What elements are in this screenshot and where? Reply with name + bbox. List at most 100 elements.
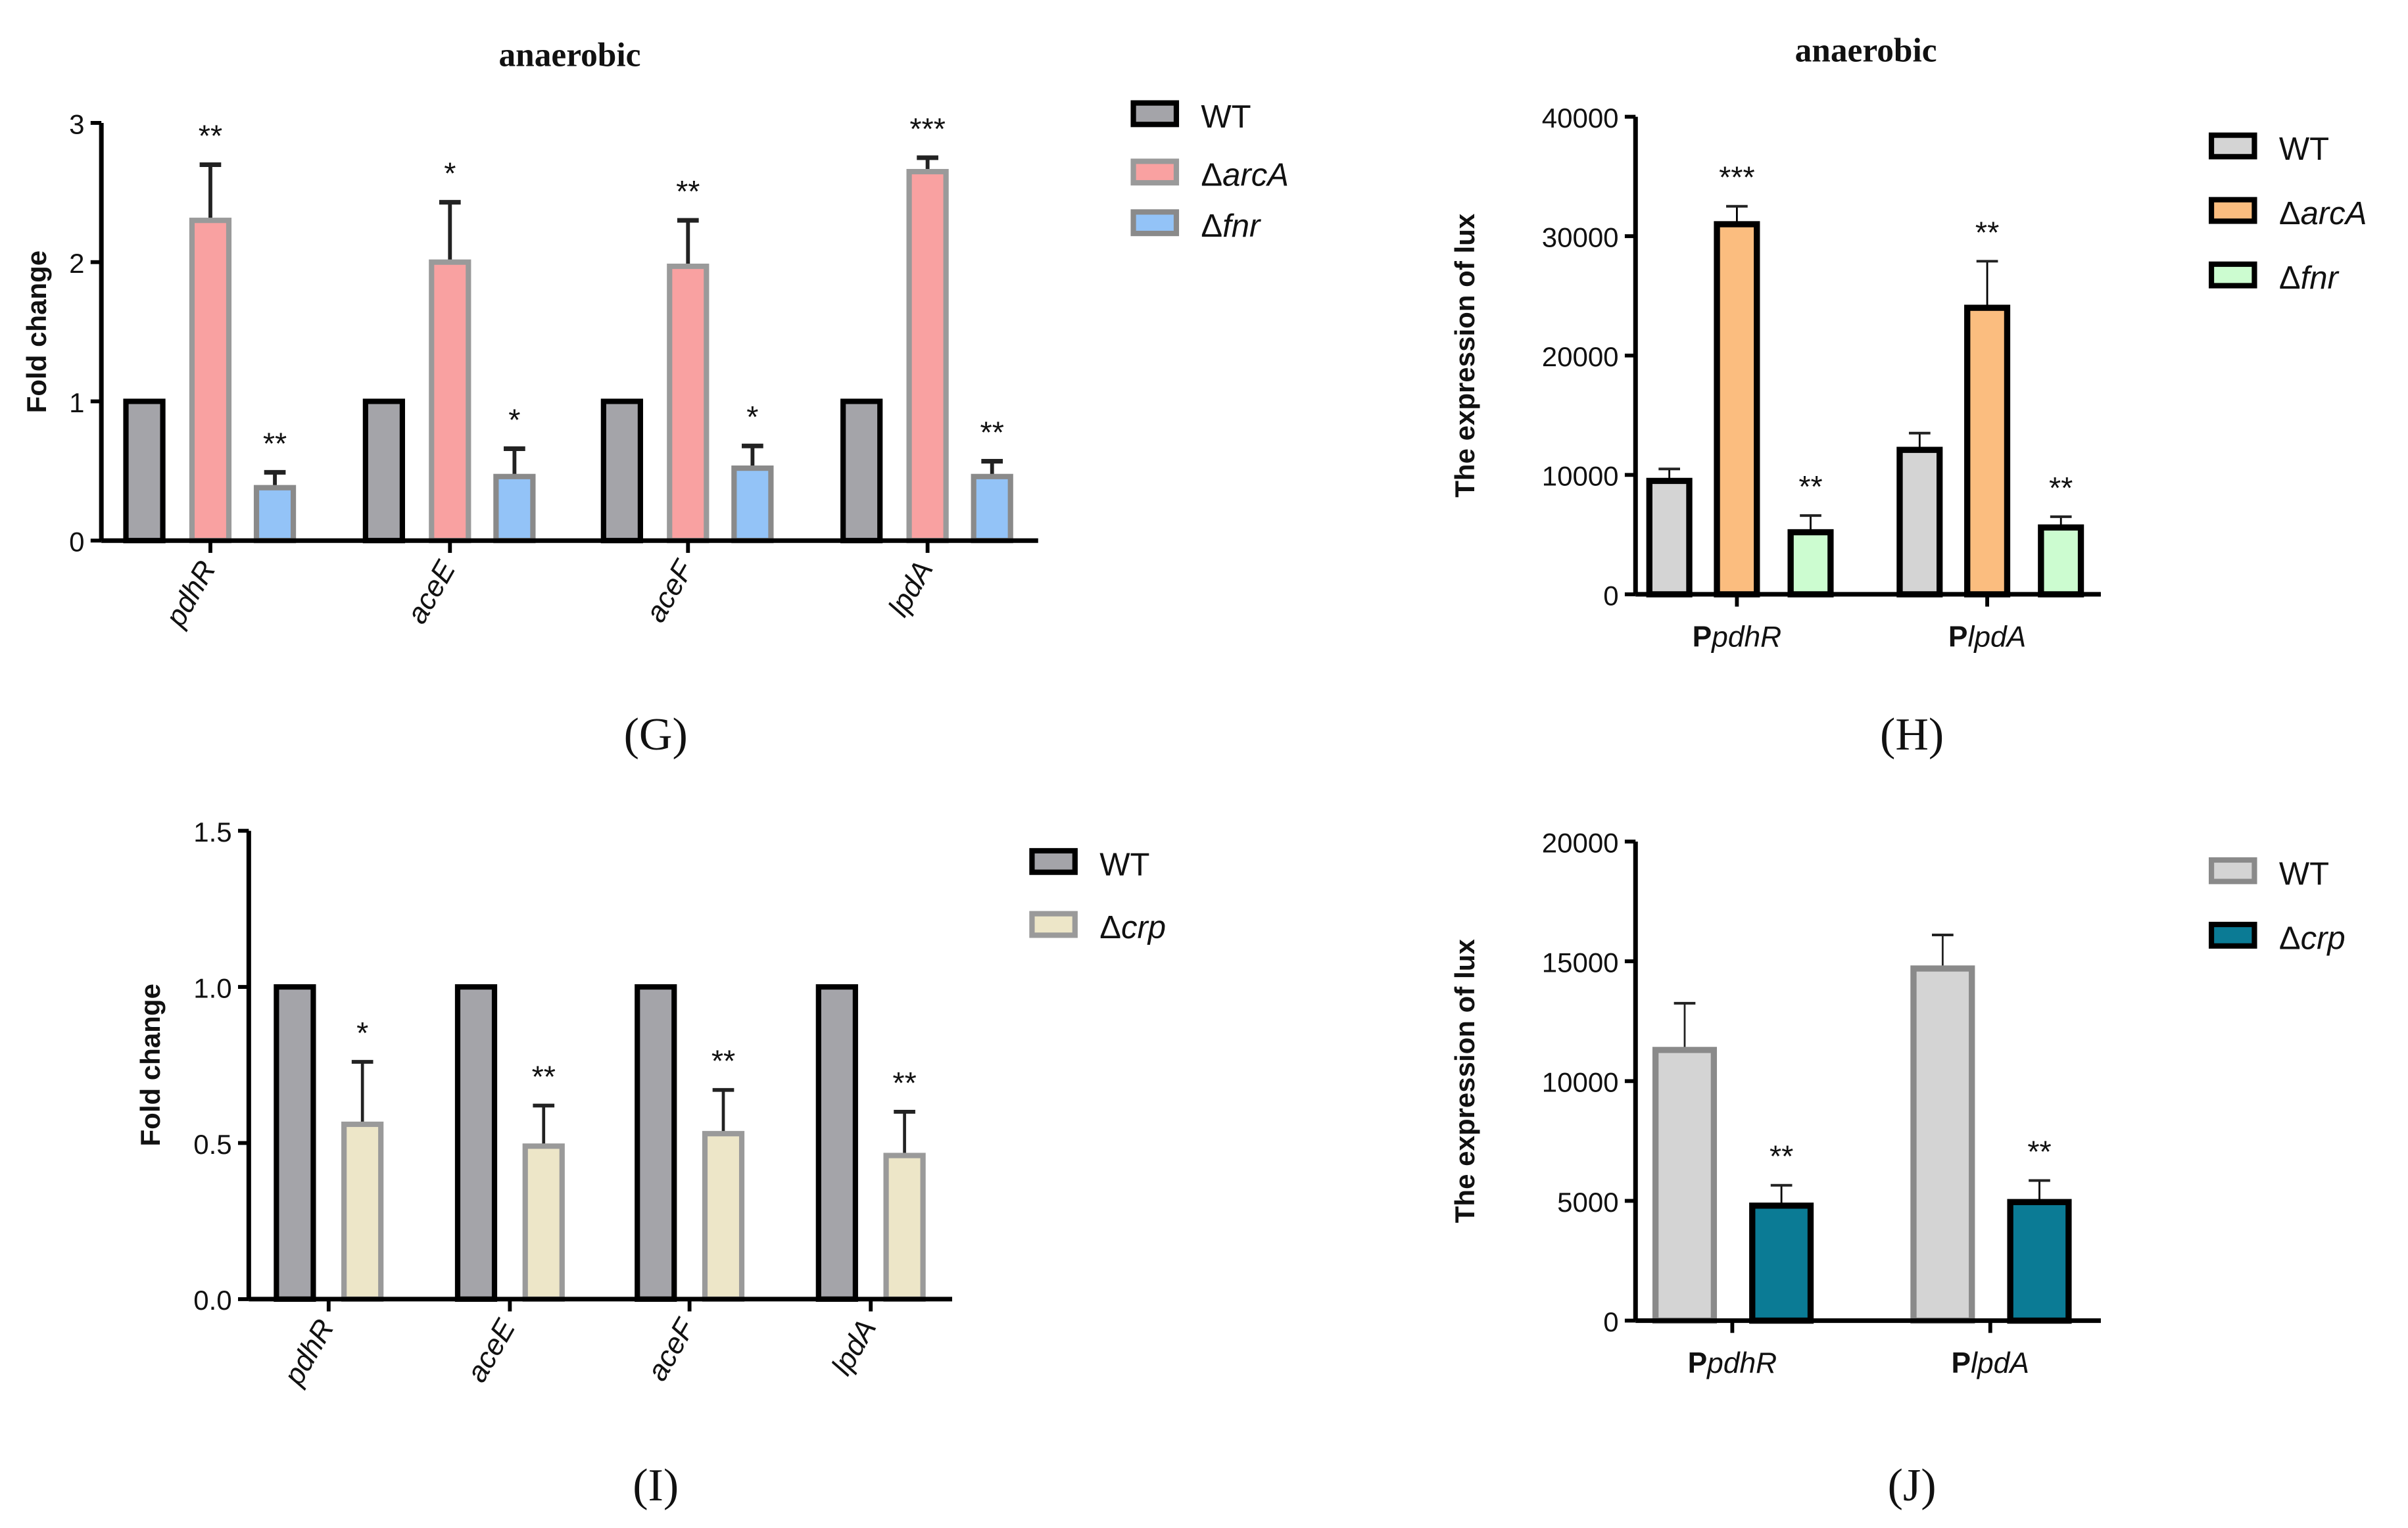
legend-swatch xyxy=(2208,132,2257,160)
legend-label: ΔarcA xyxy=(2279,196,2367,231)
x-tick-label: lpdA xyxy=(825,1314,882,1380)
significance-label: ** xyxy=(1770,1139,1793,1174)
legend-swatch xyxy=(1130,158,1180,186)
bar-i-1-2 xyxy=(702,1131,745,1302)
bar-g-0-0 xyxy=(123,398,166,544)
significance-label: ** xyxy=(263,426,287,460)
significance-label: * xyxy=(444,156,456,191)
y-tick-label: 20000 xyxy=(1542,827,1619,858)
bar-g-1-2 xyxy=(667,263,710,544)
bar-g-2-0 xyxy=(253,485,297,544)
legend-label: Δcrp xyxy=(2279,920,2346,956)
x-tick-label: lpdA xyxy=(882,556,940,622)
bar-j-1-1 xyxy=(2007,1199,2072,1324)
significance-label: ** xyxy=(1798,469,1822,504)
bar-g-0-2 xyxy=(600,398,643,544)
legend-swatch xyxy=(1130,209,1180,237)
significance-label: * xyxy=(746,400,758,434)
panel-label: (J) xyxy=(1888,1460,1937,1511)
legend-swatch xyxy=(1029,911,1078,938)
bar-j-0-0 xyxy=(1652,1047,1718,1324)
legend-label: Δfnr xyxy=(2279,260,2340,296)
bar-h-2-0 xyxy=(1787,529,1834,598)
y-tick-label: 1.0 xyxy=(193,972,231,1003)
y-tick-label: 40000 xyxy=(1542,103,1619,133)
y-tick-label: 30000 xyxy=(1542,222,1619,253)
significance-label: ** xyxy=(199,118,222,153)
y-tick-label: 0.5 xyxy=(193,1129,231,1160)
y-tick-label: 1 xyxy=(69,387,84,418)
x-tick-label: aceF xyxy=(641,1312,702,1386)
bar-g-2-3 xyxy=(971,473,1013,544)
bar-h-0-0 xyxy=(1646,477,1693,598)
bar-h-0-1 xyxy=(1896,446,1943,598)
x-tick-label: pdhR xyxy=(277,1314,340,1391)
significance-label: ** xyxy=(1975,215,1999,249)
chart-j: (J) The expression of lux ** ** 0 5000 10000 15… xyxy=(1449,827,2346,1511)
y-axis-label: The expression of lux xyxy=(1449,213,1480,498)
legend-label: WT xyxy=(2279,856,2329,892)
x-tick-label: PlpdA xyxy=(1948,621,2026,653)
bar-h-1-0 xyxy=(1714,221,1760,598)
y-axis-label: The expression of lux xyxy=(1449,939,1480,1224)
bar-g-2-1 xyxy=(493,473,536,544)
legend-swatch xyxy=(1130,100,1180,128)
significance-label: ** xyxy=(676,174,700,208)
panel-label: (I) xyxy=(633,1460,679,1511)
y-tick-label: 2 xyxy=(69,248,84,279)
legend-label: Δcrp xyxy=(1099,910,1166,945)
bar-j-0-1 xyxy=(1910,965,1975,1324)
chart-title: anaerobic xyxy=(1795,32,1937,70)
y-tick-label: 10000 xyxy=(1542,461,1619,492)
bar-i-1-3 xyxy=(883,1153,926,1302)
y-tick-label: 5000 xyxy=(1557,1187,1618,1218)
legend-label: Δfnr xyxy=(1201,208,1261,244)
significance-label: ** xyxy=(2027,1134,2051,1168)
y-tick-label: 3 xyxy=(69,108,84,139)
bar-g-2-2 xyxy=(731,465,774,544)
panel-label: (H) xyxy=(1880,709,1944,760)
legend-label: WT xyxy=(1201,99,1251,135)
bar-i-1-1 xyxy=(522,1143,565,1302)
x-tick-label: pdhR xyxy=(159,556,222,633)
significance-label: *** xyxy=(909,112,946,146)
x-tick-label: PpdhR xyxy=(1693,621,1782,653)
x-tick-label: PlpdA xyxy=(1952,1347,2029,1379)
y-axis-label: Fold change xyxy=(135,984,166,1146)
x-tick-label: aceE xyxy=(460,1314,521,1387)
bar-g-0-3 xyxy=(840,398,883,544)
significance-label: ** xyxy=(2049,471,2073,505)
chart-g: anaerobic(G)Fold change*********** * **012… xyxy=(21,37,1289,760)
chart-h: anaerobic(H)The expression of lux*******… xyxy=(1449,32,2367,760)
y-tick-label: 20000 xyxy=(1542,341,1619,372)
bar-g-1-3 xyxy=(906,168,949,544)
bar-h-1-1 xyxy=(1964,304,2011,598)
y-tick-label: 0 xyxy=(1603,580,1618,611)
y-tick-label: 0 xyxy=(1603,1306,1618,1337)
panel-label: (G) xyxy=(624,709,688,760)
legend-label: WT xyxy=(2279,131,2329,167)
legend-swatch xyxy=(2208,261,2257,289)
bar-h-2-1 xyxy=(2038,524,2084,598)
x-tick-label: aceF xyxy=(640,554,701,627)
x-tick-label: aceE xyxy=(400,555,462,629)
bar-i-1-0 xyxy=(341,1121,384,1302)
chart-title: anaerobic xyxy=(498,37,640,74)
bar-g-0-1 xyxy=(362,398,405,544)
significance-label: ** xyxy=(892,1066,916,1100)
bar-g-1-0 xyxy=(189,218,232,544)
y-tick-label: 15000 xyxy=(1542,947,1619,978)
bar-i-0-3 xyxy=(815,984,858,1302)
y-tick-label: 0 xyxy=(69,527,84,558)
y-tick-label: 0.0 xyxy=(193,1285,231,1316)
x-tick-label: PpdhR xyxy=(1688,1347,1777,1379)
legend-swatch xyxy=(1029,848,1078,875)
significance-label: * xyxy=(356,1016,368,1050)
y-axis-label: Fold change xyxy=(21,251,52,413)
legend-swatch xyxy=(2208,921,2257,949)
y-tick-label: 10000 xyxy=(1542,1067,1619,1098)
significance-label: ** xyxy=(532,1059,556,1093)
